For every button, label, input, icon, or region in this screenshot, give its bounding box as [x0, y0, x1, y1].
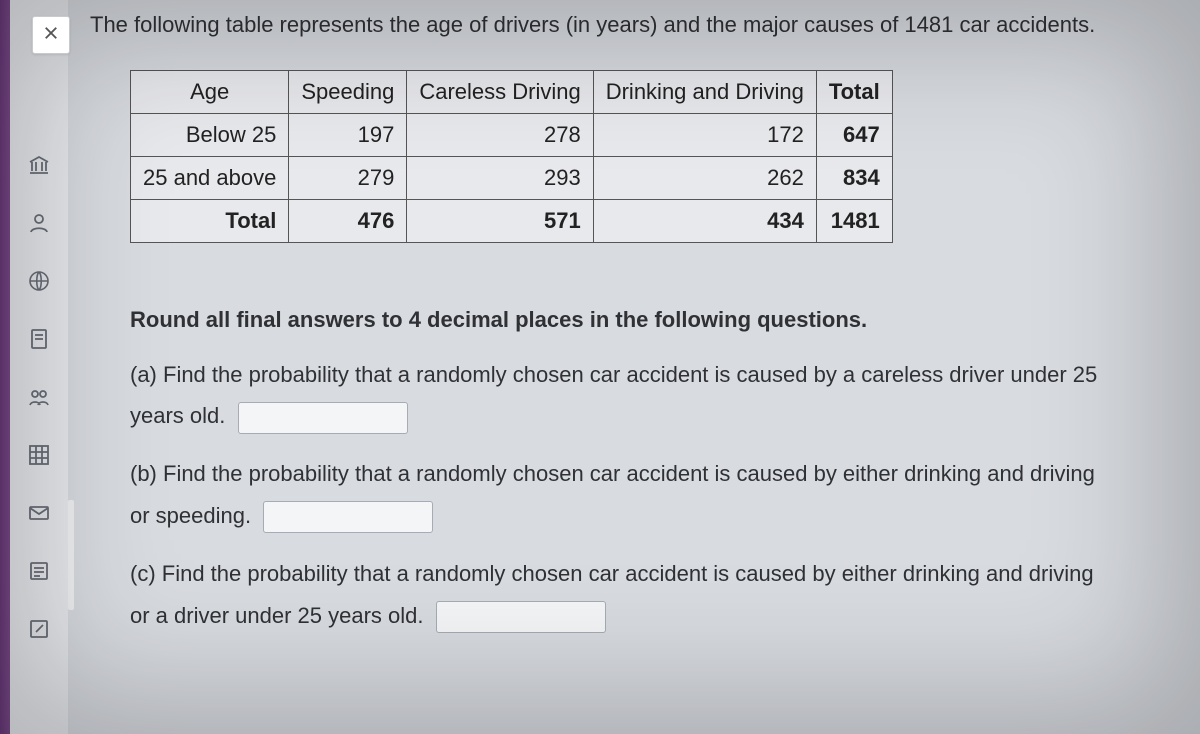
cell: 25 and above [131, 157, 289, 200]
cell: 262 [593, 157, 816, 200]
cell: 279 [289, 157, 407, 200]
cell: Total [131, 200, 289, 243]
cell: 278 [407, 114, 593, 157]
tool-sidebar [10, 0, 68, 734]
cell: 293 [407, 157, 593, 200]
grid-icon[interactable] [24, 440, 54, 470]
question-c-text: (c) Find the probability that a randomly… [130, 561, 1094, 628]
globe-icon[interactable] [24, 266, 54, 296]
question-content: The following table represents the age o… [90, 0, 1200, 734]
cell: 571 [407, 200, 593, 243]
table-row-total: Total 476 571 434 1481 [131, 200, 893, 243]
cell: 647 [816, 114, 892, 157]
answer-b-input[interactable] [263, 501, 433, 533]
cell: 197 [289, 114, 407, 157]
question-a: (a) Find the probability that a randomly… [130, 354, 1110, 438]
question-c: (c) Find the probability that a randomly… [130, 553, 1110, 637]
table-row: 25 and above 279 293 262 834 [131, 157, 893, 200]
bank-icon[interactable] [24, 150, 54, 180]
person-icon[interactable] [24, 208, 54, 238]
answer-c-input[interactable] [436, 601, 606, 633]
mail-icon[interactable] [24, 498, 54, 528]
instruction-text: Round all final answers to 4 decimal pla… [130, 303, 1170, 337]
left-edge-strip [0, 0, 10, 734]
col-age: Age [131, 71, 289, 114]
cell: 172 [593, 114, 816, 157]
list-icon[interactable] [24, 556, 54, 586]
cell: 834 [816, 157, 892, 200]
cell: 1481 [816, 200, 892, 243]
data-table: Age Speeding Careless Driving Drinking a… [130, 70, 893, 243]
close-button[interactable] [32, 16, 70, 54]
col-total: Total [816, 71, 892, 114]
col-careless: Careless Driving [407, 71, 593, 114]
col-speeding: Speeding [289, 71, 407, 114]
table-header-row: Age Speeding Careless Driving Drinking a… [131, 71, 893, 114]
cell: 434 [593, 200, 816, 243]
question-b: (b) Find the probability that a randomly… [130, 453, 1110, 537]
cell: 476 [289, 200, 407, 243]
people-icon[interactable] [24, 382, 54, 412]
col-drinking: Drinking and Driving [593, 71, 816, 114]
edit-icon[interactable] [24, 614, 54, 644]
sidebar-divider [68, 500, 74, 610]
table-row: Below 25 197 278 172 647 [131, 114, 893, 157]
answer-a-input[interactable] [238, 402, 408, 434]
doc-icon[interactable] [24, 324, 54, 354]
cell: Below 25 [131, 114, 289, 157]
close-icon [42, 24, 60, 47]
intro-text: The following table represents the age o… [90, 8, 1170, 42]
